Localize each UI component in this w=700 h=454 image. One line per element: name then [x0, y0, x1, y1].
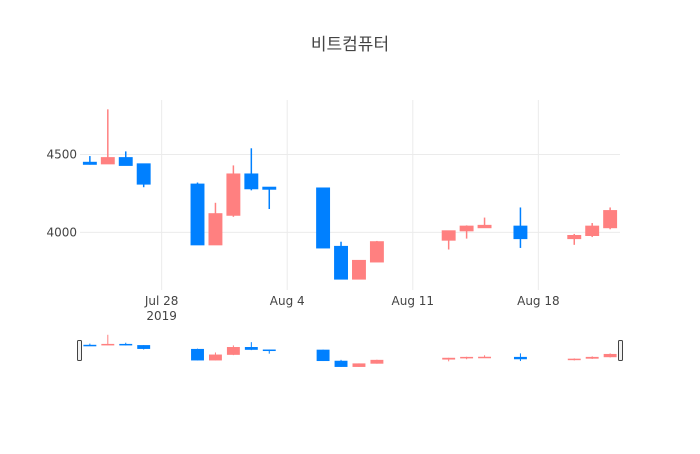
- slider-candle-body: [478, 356, 492, 359]
- candle-body: [352, 259, 366, 280]
- candle[interactable]: [190, 182, 205, 246]
- candle[interactable]: [82, 156, 97, 165]
- x-axis: Jul 28 Aug 4 Aug 11 Aug 18 2019: [144, 294, 560, 323]
- slider-candle-body: [603, 353, 617, 358]
- candle[interactable]: [118, 151, 133, 166]
- slider-candle: [119, 342, 133, 346]
- slider-candle: [460, 356, 474, 360]
- slider-candle-body: [244, 347, 258, 350]
- candle[interactable]: [100, 109, 115, 165]
- slider-candle: [244, 342, 258, 351]
- slider-candle: [567, 358, 581, 361]
- candle[interactable]: [352, 259, 366, 280]
- candle-body: [567, 234, 582, 240]
- x-tick-label: Aug 4: [270, 294, 305, 308]
- candle-body: [316, 187, 331, 249]
- slider-candle: [352, 363, 366, 367]
- range-slider-right-handle[interactable]: [618, 340, 623, 361]
- candle-body: [585, 225, 600, 236]
- slider-candle-body: [513, 356, 527, 360]
- slider-candle-body: [119, 343, 133, 346]
- candle[interactable]: [441, 230, 456, 250]
- slider-candle: [83, 343, 97, 347]
- y-axis: 4000 4500: [46, 148, 77, 240]
- slider-candle: [478, 355, 492, 359]
- y-tick-label: 4000: [46, 225, 77, 239]
- range-slider-candles: [83, 334, 617, 367]
- slider-candle: [226, 345, 240, 356]
- slider-candle-body: [262, 349, 276, 352]
- candle[interactable]: [513, 207, 528, 248]
- slider-candle-body: [585, 356, 599, 359]
- candle[interactable]: [244, 148, 259, 191]
- candle[interactable]: [136, 163, 151, 188]
- candle[interactable]: [316, 187, 331, 249]
- candle[interactable]: [262, 186, 277, 210]
- candle-body: [334, 245, 348, 280]
- slider-candle-body: [352, 363, 366, 367]
- slider-candle-body: [334, 360, 348, 367]
- candle-body: [477, 224, 492, 229]
- candle-body: [208, 213, 223, 246]
- slider-candle: [316, 349, 330, 362]
- candle-body: [118, 157, 133, 166]
- candle-body: [190, 183, 205, 246]
- range-slider-left-handle[interactable]: [77, 340, 82, 361]
- slider-candle-body: [83, 344, 97, 347]
- candle[interactable]: [208, 202, 223, 246]
- slider-candle-body: [316, 349, 330, 362]
- candle-body: [513, 225, 528, 240]
- slider-candle-body: [137, 345, 151, 349]
- y-tick-label: 4500: [46, 148, 77, 162]
- range-slider[interactable]: [77, 334, 623, 367]
- candle-body: [603, 210, 618, 229]
- candle[interactable]: [585, 223, 600, 238]
- candle[interactable]: [226, 165, 241, 217]
- slider-candle: [137, 345, 151, 350]
- x-tick-label: Jul 28: [144, 294, 179, 308]
- candle-body: [136, 163, 151, 185]
- slider-candle: [585, 356, 599, 359]
- x-tick-label: Aug 18: [517, 294, 560, 308]
- slider-candle: [603, 353, 617, 358]
- candle[interactable]: [477, 217, 492, 229]
- candle-body: [459, 225, 474, 232]
- candle-body: [369, 241, 384, 263]
- slider-candle: [208, 352, 222, 361]
- candle-body: [262, 186, 277, 190]
- slider-candle-body: [567, 358, 581, 361]
- slider-candle-body: [226, 347, 240, 355]
- candle[interactable]: [334, 241, 348, 280]
- candle[interactable]: [603, 207, 618, 230]
- candle[interactable]: [567, 233, 582, 245]
- x-tick-label: Aug 11: [392, 294, 435, 308]
- candle-body: [226, 173, 241, 216]
- candle[interactable]: [369, 240, 384, 263]
- chart-title: 비트컴퓨터: [311, 35, 389, 55]
- slider-candle: [334, 359, 348, 367]
- candles-main: [82, 109, 618, 280]
- slider-candle-body: [460, 356, 474, 359]
- candle-body: [100, 157, 115, 165]
- x-year-label: 2019: [146, 309, 177, 323]
- grid-lines: [80, 100, 620, 290]
- slider-candle-body: [191, 348, 204, 361]
- candle-body: [82, 161, 97, 165]
- slider-candle: [191, 348, 204, 361]
- candle-body: [441, 230, 456, 241]
- slider-candle: [513, 353, 527, 362]
- slider-candle-body: [442, 357, 456, 360]
- candle[interactable]: [459, 225, 474, 239]
- slider-candle-body: [370, 359, 384, 364]
- slider-candle: [262, 349, 276, 354]
- slider-candle: [101, 334, 115, 346]
- slider-candle-body: [101, 343, 115, 346]
- slider-candle-body: [208, 354, 222, 361]
- slider-candle: [442, 357, 456, 362]
- candle-body: [244, 173, 259, 190]
- slider-candle: [370, 359, 384, 364]
